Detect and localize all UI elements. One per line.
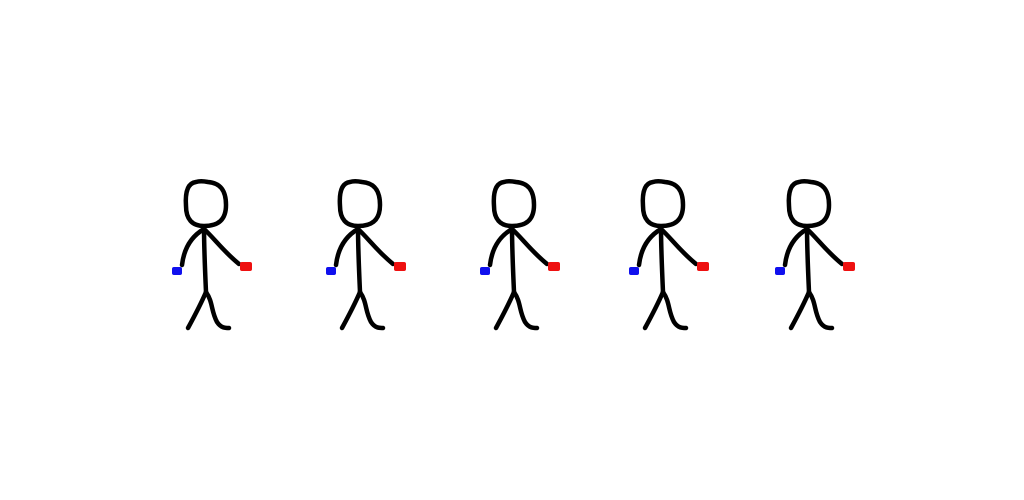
- right-arm: [355, 226, 396, 267]
- stick-figure-1-drawing: [172, 179, 252, 331]
- head: [491, 179, 537, 229]
- left-leg: [339, 289, 363, 331]
- left-arm: [636, 226, 664, 268]
- right-hand-red: [548, 262, 560, 271]
- left-leg: [185, 289, 209, 331]
- stick-figure-3-drawing: [480, 179, 560, 331]
- head: [183, 179, 229, 229]
- left-arm: [487, 226, 515, 268]
- left-hand-blue: [326, 267, 336, 275]
- right-arm: [658, 226, 699, 267]
- right-arm: [201, 226, 242, 267]
- stick-figure-1: [168, 178, 258, 334]
- left-leg: [642, 289, 666, 331]
- left-hand-blue: [775, 267, 785, 275]
- right-arm: [804, 226, 845, 267]
- right-hand-red: [697, 262, 709, 271]
- right-leg: [203, 289, 232, 331]
- torso: [355, 224, 363, 295]
- head: [640, 179, 686, 229]
- left-hand-blue: [629, 267, 639, 275]
- stick-figure-4-drawing: [629, 179, 709, 331]
- left-hand-blue: [480, 267, 490, 275]
- stick-figure-4: [625, 178, 715, 334]
- right-leg: [806, 289, 835, 331]
- left-arm: [333, 226, 361, 268]
- right-arm: [509, 226, 550, 267]
- torso: [658, 224, 666, 295]
- left-hand-blue: [172, 267, 182, 275]
- stick-figure-2: [322, 178, 412, 334]
- left-arm: [782, 226, 810, 268]
- torso: [804, 224, 812, 295]
- right-leg: [660, 289, 689, 331]
- stick-figure-5-drawing: [775, 179, 855, 331]
- stick-figure-5: [771, 178, 861, 334]
- stick-figure-3: [476, 178, 566, 334]
- right-leg: [511, 289, 540, 331]
- torso: [201, 224, 209, 295]
- torso: [509, 224, 517, 295]
- right-hand-red: [843, 262, 855, 271]
- left-leg: [493, 289, 517, 331]
- right-hand-red: [240, 262, 252, 271]
- right-leg: [357, 289, 386, 331]
- stick-figure-2-drawing: [326, 179, 406, 331]
- right-hand-red: [394, 262, 406, 271]
- head: [337, 179, 383, 229]
- left-leg: [788, 289, 812, 331]
- left-arm: [179, 226, 207, 268]
- head: [786, 179, 832, 229]
